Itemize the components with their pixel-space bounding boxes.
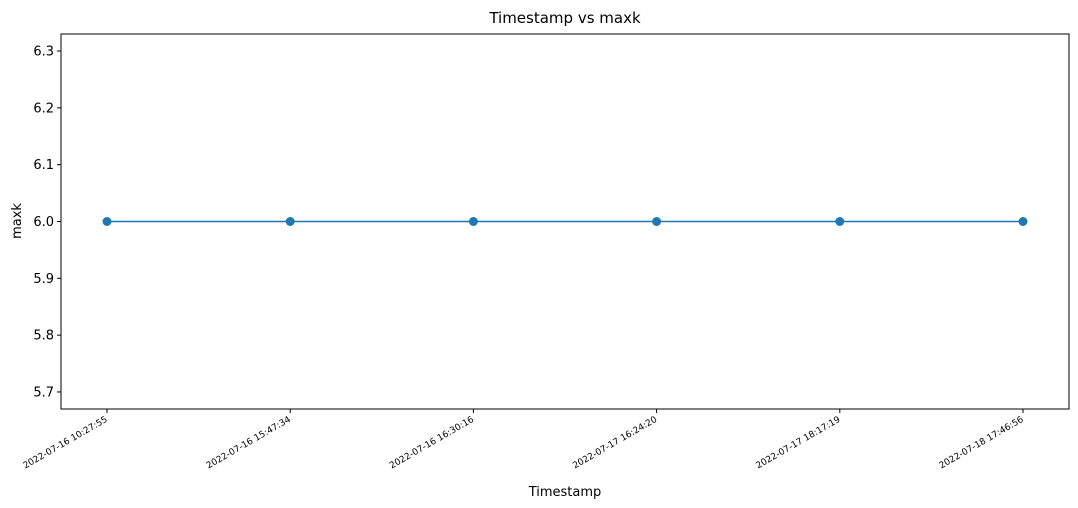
data-point	[652, 217, 662, 226]
x-tick-label: 2022-07-16 15:47:34	[205, 415, 293, 472]
y-axis-label: maxk	[10, 203, 25, 239]
data-point	[468, 217, 478, 226]
plot-area	[102, 217, 1028, 226]
y-tick-label: 5.7	[33, 385, 54, 400]
y-tick-label: 5.9	[33, 272, 54, 287]
y-tick-label: 6.1	[33, 158, 54, 173]
x-tick-label: 2022-07-16 10:27:55	[22, 415, 110, 471]
y-tick-label: 6.2	[33, 101, 54, 116]
data-point	[102, 217, 112, 226]
x-tick-label: 2022-07-16 16:30:16	[388, 415, 476, 472]
data-point	[835, 217, 845, 226]
x-tick-label: 2022-07-17 16:24:20	[571, 415, 659, 472]
x-tick-label: 2022-07-18 17:46:56	[938, 415, 1026, 472]
x-tick-label: 2022-07-17 18:17:19	[755, 415, 843, 472]
x-axis-label: Timestamp	[528, 485, 602, 500]
y-tick-label: 6.0	[33, 215, 54, 230]
y-tick-label: 6.3	[33, 45, 54, 60]
x-axis: 2022-07-16 10:27:55 2022-07-16 15:47:34 20…	[22, 409, 1026, 471]
y-axis: 5.7 5.8 5.9 6.0 6.1 6.2 6.3	[33, 45, 61, 400]
data-point	[1018, 217, 1028, 226]
y-tick-label: 5.8	[33, 329, 54, 344]
data-point	[285, 217, 295, 226]
chart-title: Timestamp vs maxk	[488, 9, 641, 27]
